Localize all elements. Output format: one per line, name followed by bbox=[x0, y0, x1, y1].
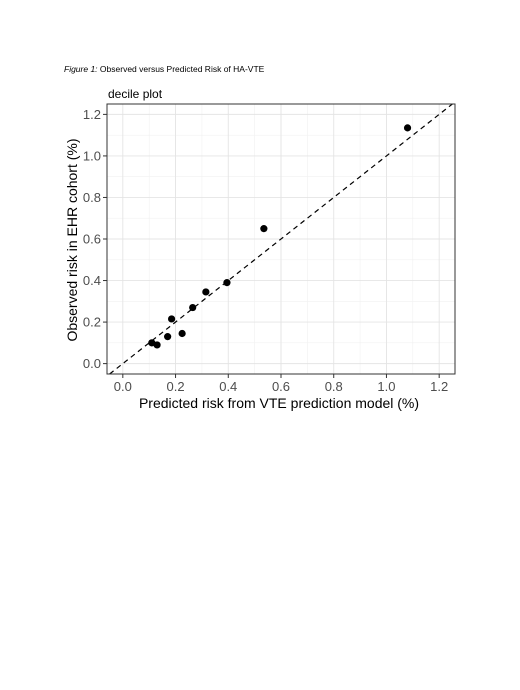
x-tick-label: 0.0 bbox=[114, 379, 132, 394]
y-tick-label: 0.4 bbox=[83, 273, 101, 288]
data-point bbox=[178, 329, 186, 338]
data-point bbox=[164, 333, 172, 341]
y-tick-label: 0.6 bbox=[83, 232, 101, 247]
x-axis-ticks: 0.0 0.2 0.4 0.6 0.8 1.0 1.2 bbox=[114, 374, 448, 394]
panel-border bbox=[106, 103, 456, 375]
figure-caption-text: Observed versus Predicted Risk of HA-VTE bbox=[99, 64, 265, 74]
figure-caption: Figure 1: Observed versus Predicted Risk… bbox=[64, 64, 264, 74]
x-axis-title: Predicted risk from VTE prediction model… bbox=[139, 395, 419, 411]
y-tick-label: 1.2 bbox=[83, 107, 101, 122]
x-tick-label: 1.2 bbox=[430, 379, 448, 394]
data-point bbox=[189, 303, 197, 312]
y-tick-label: 0.8 bbox=[83, 190, 101, 205]
y-axis-title: Observed risk in EHR cohort (%) bbox=[64, 138, 80, 341]
major-gridlines bbox=[107, 104, 455, 374]
data-point bbox=[223, 279, 231, 287]
data-point bbox=[202, 288, 210, 296]
x-tick-label: 0.6 bbox=[272, 379, 290, 394]
reference-line bbox=[109, 103, 453, 375]
y-axis-ticks: 0.0 0.2 0.4 0.6 0.8 1.0 1.2 bbox=[83, 107, 107, 371]
figure-label: Figure 1: bbox=[64, 64, 98, 74]
x-tick-label: 0.8 bbox=[325, 379, 343, 394]
data-point bbox=[260, 225, 268, 233]
y-tick-label: 0.2 bbox=[83, 315, 101, 330]
x-tick-label: 0.2 bbox=[167, 379, 185, 394]
data-points bbox=[148, 124, 412, 349]
chart-subtitle: decile plot bbox=[108, 87, 163, 101]
y-tick-label: 1.0 bbox=[83, 148, 101, 163]
data-point bbox=[167, 315, 176, 323]
y-tick-label: 0.0 bbox=[83, 356, 101, 371]
x-tick-label: 0.4 bbox=[219, 379, 237, 394]
data-point bbox=[403, 124, 412, 132]
x-tick-label: 1.0 bbox=[377, 379, 395, 394]
data-point bbox=[153, 341, 161, 349]
